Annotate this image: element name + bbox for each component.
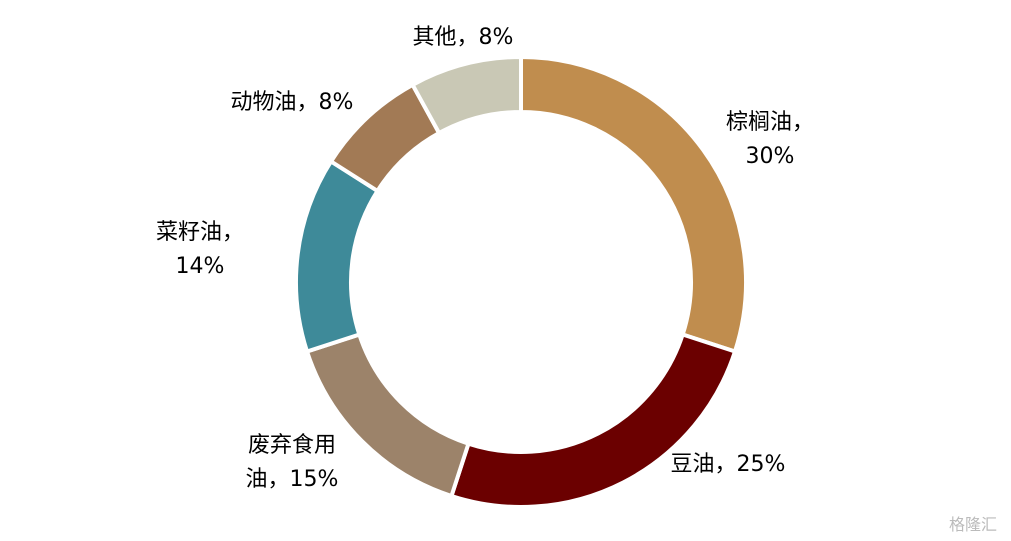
data-label: 其他，8% [393,21,533,55]
watermark: 格隆汇 [948,515,997,534]
donut-slice [519,54,748,355]
donut-slice [409,54,523,136]
data-label: 动物油，8% [207,86,377,120]
label-value: 30% [745,144,795,169]
label-category: 棕榈油， [725,110,814,135]
data-label: 棕榈油， 30% [725,106,815,174]
label-category: 动物油， [230,90,319,115]
label-category: 其他， [412,25,479,50]
data-label: 菜籽油， 14% [150,216,250,284]
label-value: 25% [736,452,786,477]
label-value: 15% [289,467,339,492]
label-value: 14% [175,254,225,279]
data-label: 豆油，25% [648,448,808,482]
label-category: 菜籽油， [155,220,244,245]
label-value: 8% [318,90,354,115]
label-category: 豆油， [670,452,737,477]
label-value: 8% [478,25,514,50]
label-category: 废弃食用油， [245,433,336,492]
donut-slice [294,158,381,355]
data-label: 废弃食用油，15% [237,429,347,497]
